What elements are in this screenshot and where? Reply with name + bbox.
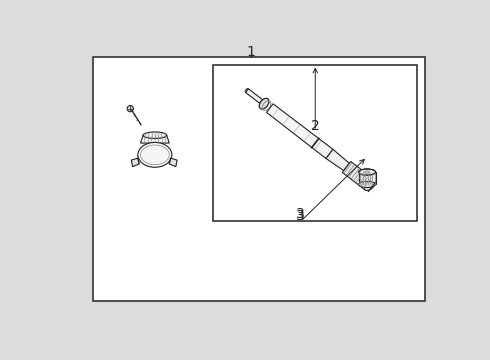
Text: 3: 3: [296, 209, 305, 223]
Ellipse shape: [359, 181, 375, 188]
Text: 1: 1: [246, 45, 256, 59]
Polygon shape: [169, 158, 177, 167]
Ellipse shape: [259, 98, 269, 109]
Polygon shape: [131, 158, 139, 167]
Ellipse shape: [365, 171, 369, 173]
Bar: [214, 66, 417, 221]
Ellipse shape: [143, 132, 167, 139]
Polygon shape: [267, 104, 333, 158]
Circle shape: [127, 105, 133, 112]
Ellipse shape: [245, 89, 249, 93]
Bar: [93, 57, 425, 301]
Polygon shape: [326, 149, 349, 171]
Ellipse shape: [138, 143, 172, 167]
Polygon shape: [245, 89, 263, 103]
Polygon shape: [141, 135, 169, 143]
Ellipse shape: [359, 169, 375, 175]
Polygon shape: [343, 162, 373, 190]
Text: 3: 3: [296, 207, 305, 221]
Ellipse shape: [364, 178, 375, 190]
Text: 2: 2: [311, 120, 319, 133]
Bar: [359, 172, 375, 184]
